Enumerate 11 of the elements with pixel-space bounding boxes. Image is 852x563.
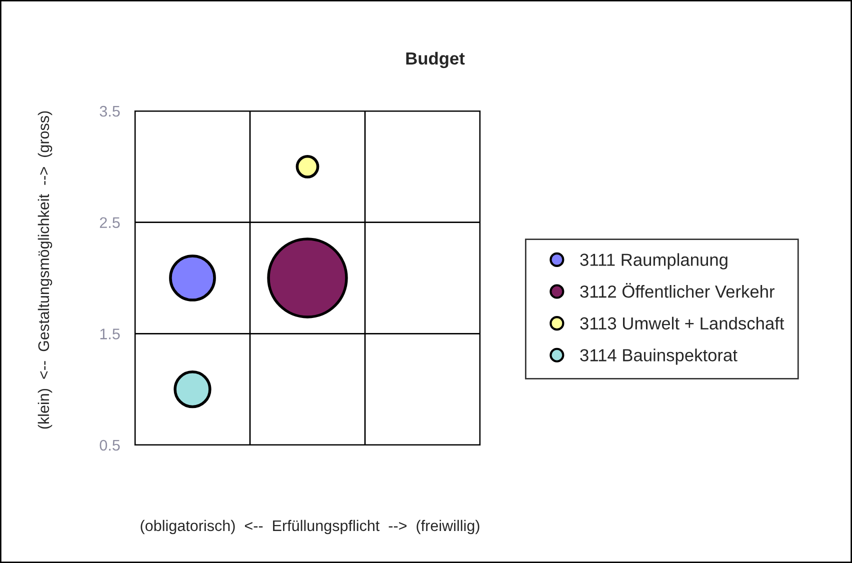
y-tick-label: 3.5: [100, 106, 120, 117]
chart-title: Budget: [406, 52, 465, 68]
y-axis-title: (klein) <-- Gestaltungsmöglichkeit --> (gross): [38, 111, 52, 429]
legend-label: 3113 Umwelt + Landschaft: [580, 316, 784, 330]
x-axis-title: (obligatorisch) <-- Erfüllungspflicht --> (freiwillig): [140, 520, 480, 534]
legend-label: 3114 Bauinspektorat: [580, 348, 738, 365]
y-tick-label: 2.5: [100, 217, 120, 228]
y-tick-label: 1.5: [100, 328, 120, 340]
legend-label: 3111 Raumplanung: [580, 253, 728, 270]
legend-label: 3112 Öffentlicher Verkehr: [580, 283, 775, 298]
y-tick-label: 0.5: [100, 440, 120, 451]
